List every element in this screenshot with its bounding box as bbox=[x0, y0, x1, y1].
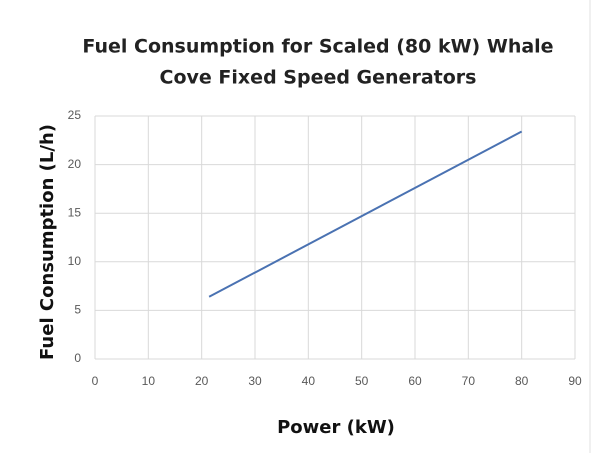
chart-title: Fuel Consumption for Scaled (80 kW) Whal… bbox=[82, 36, 553, 58]
x-tick-label: 70 bbox=[462, 374, 476, 388]
y-tick-label: 5 bbox=[74, 303, 81, 317]
y-tick-label: 0 bbox=[74, 351, 81, 365]
x-tick-label: 90 bbox=[568, 374, 582, 388]
y-tick-label: 20 bbox=[68, 157, 82, 171]
x-tick-label: 40 bbox=[302, 374, 316, 388]
x-tick-label: 60 bbox=[408, 374, 422, 388]
x-tick-label: 30 bbox=[248, 374, 262, 388]
y-tick-label: 10 bbox=[68, 254, 82, 268]
x-tick-label: 80 bbox=[515, 374, 529, 388]
data-line bbox=[208, 130, 523, 298]
x-tick-label: 20 bbox=[195, 374, 209, 388]
y-tick-label: 25 bbox=[68, 108, 82, 122]
y-tick-label: 15 bbox=[68, 205, 82, 219]
x-tick-label: 50 bbox=[355, 374, 369, 388]
x-tick-label: 10 bbox=[142, 374, 156, 388]
x-axis-title: Power (kW) bbox=[277, 417, 395, 438]
y-axis-title: Fuel Consumption (L/h) bbox=[37, 124, 58, 360]
x-tick-label: 0 bbox=[92, 374, 99, 388]
chart-title: Cove Fixed Speed Generators bbox=[160, 67, 477, 89]
